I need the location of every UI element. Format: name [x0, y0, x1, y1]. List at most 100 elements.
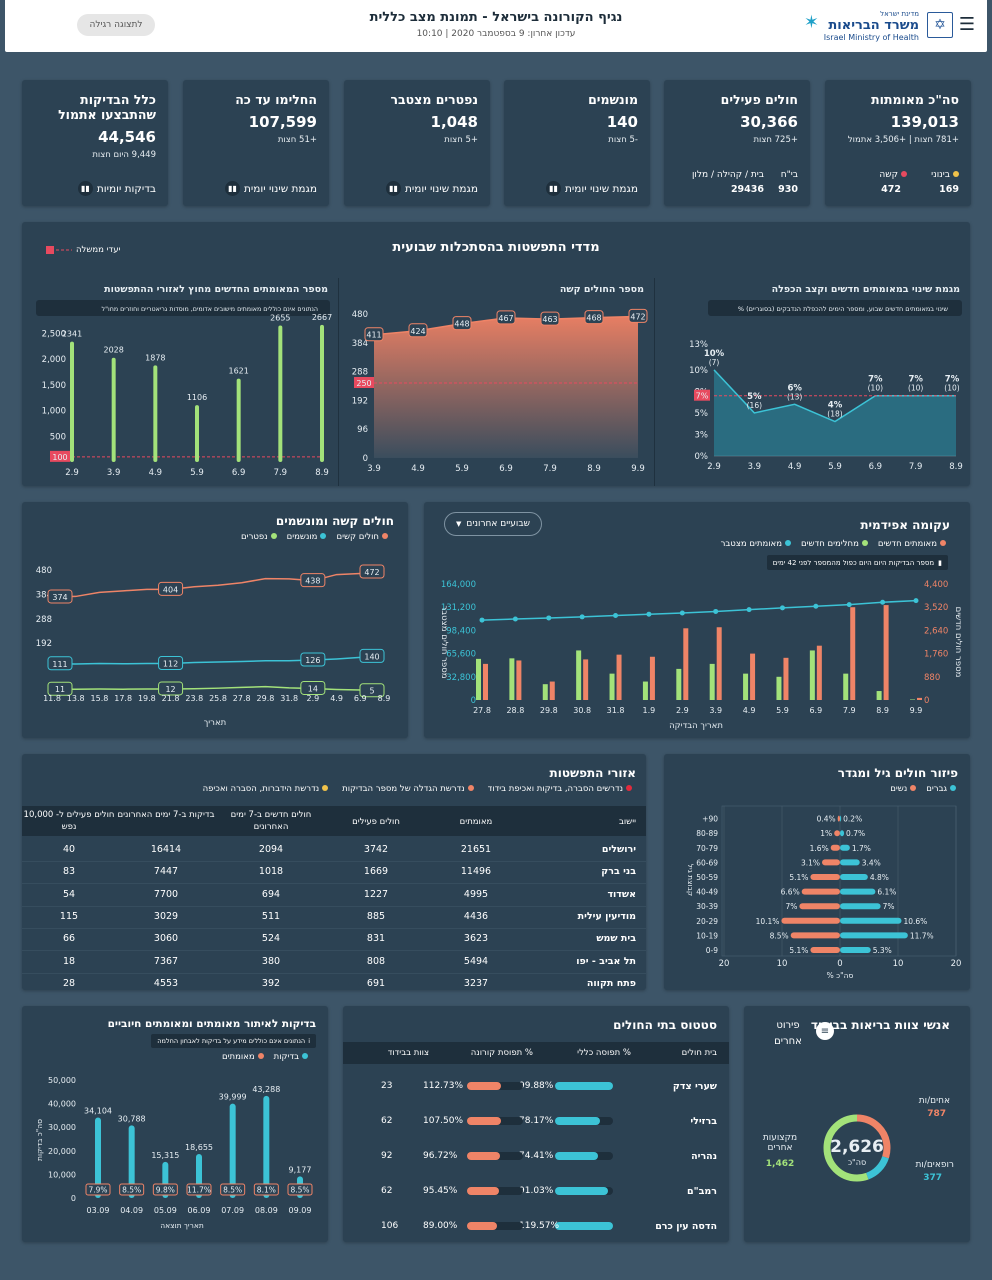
tick-label: 0 [363, 454, 368, 464]
cumulative-point [479, 617, 485, 623]
kpi-card[interactable]: החלימו עד כה 107,599 +51 חצות ▮▮ מגמת שינוי … [183, 80, 329, 206]
data-label: 112 [163, 660, 178, 669]
bar-men [840, 874, 868, 880]
column-header[interactable]: בית חולים [681, 1048, 717, 1058]
cell-value: 4995 [463, 888, 489, 900]
positive-rate-label: 8.5% [223, 1186, 242, 1195]
table-row[interactable]: תל אביב - יפו 5494 808 380 7367 18 [22, 952, 646, 974]
bar-chart-icon: ▮▮ [386, 181, 402, 196]
column-header[interactable]: חולים פעילים [352, 817, 400, 827]
cell-value: 694 [261, 888, 281, 900]
data-label: 5 [369, 687, 374, 696]
list-icon[interactable]: ≡ [816, 1022, 834, 1040]
bar [195, 405, 199, 462]
axis-label: קבוצת גיל [686, 864, 695, 897]
severe-ventilated-card: חולים קשה ומונשמים חולים קשים מונשמים נפ… [22, 502, 408, 738]
doubling-label: (10) [908, 384, 923, 393]
column-header[interactable]: % תפוסה כללי [577, 1048, 631, 1058]
weekly-legend[interactable]: יעדי ממשלה [46, 245, 120, 255]
kpi-card[interactable]: סה"כ מאומתות 139,013 +781 חצות | +3,506 את… [825, 80, 971, 206]
column-header[interactable]: יישוב [618, 817, 636, 827]
bar-recovered [743, 673, 749, 700]
column-header[interactable]: חולים חדשים ב-7 ימים האחרונים [230, 810, 312, 832]
column-header[interactable]: חולים פעילים ל- 10,000 נפש [23, 810, 115, 832]
x-tick: 03.09 [87, 1206, 110, 1215]
change-rate-chart[interactable]: מגמת שינוי במאומתים חדשים וקצב הכפלה % שי… [654, 278, 970, 486]
column-header[interactable]: בדיקות ב-7 ימים האחרונים [117, 810, 215, 820]
total-label: סה"כ [848, 1158, 866, 1167]
column-header[interactable]: מאומתים [459, 817, 493, 827]
period-dropdown[interactable]: שבועיים אחרונים ▼ [444, 512, 542, 536]
cell-value: 11496 [460, 866, 492, 878]
bar-chart-icon: ▮▮ [225, 181, 241, 196]
value-badge [158, 681, 184, 696]
hospitals-table[interactable]: בית חולים % תפוסה כללי % תפוסת קורונה צוות … [343, 1042, 729, 1242]
table-row[interactable]: שערי צדק 99.88% 112.73% 23 [343, 1072, 729, 1102]
cell-value: 524 [261, 933, 281, 945]
kpi-card[interactable]: נפטרים מצטבר 1,048 +5 חצות ▮▮ מגמת שינוי יומ… [344, 80, 490, 206]
tests-chart[interactable]: 50,000 40,000 30,000 20,000 10,000 0 סה"כ בדיק… [22, 1068, 328, 1242]
age-gender-chart[interactable]: 20 10 0 10 20 % סה"כ קבוצת גיל 0-9 5.3% 5.1% 10-19… [664, 800, 970, 990]
x-tick: 4.9 [788, 462, 802, 472]
kpi-card[interactable]: כלל הבדיקות שהתבצעו אתמול 44,546 9,449 היו… [22, 80, 168, 206]
column-header[interactable]: צוות בבידוד [387, 1048, 429, 1058]
chart-title: מגמת שינוי במאומתים חדשים וקצב הכפלה [772, 284, 961, 295]
bar-new-cases [716, 627, 722, 700]
epi-title: עקומה אפידמית [860, 518, 950, 532]
other-detail-link[interactable]: פירוט אחרים [774, 1020, 802, 1047]
doubling-label: (16) [747, 401, 762, 410]
x-tick: 2.9 [707, 462, 721, 472]
x-tick: 7.9 [843, 706, 856, 715]
table-row[interactable]: ירושלים 21651 3742 2094 16414 40 [22, 840, 646, 862]
tick-label: 10,000 [48, 1170, 76, 1179]
positive-rate-badge [253, 1183, 279, 1196]
table-row[interactable]: ברזילי 78.17% 107.50% 62 [343, 1107, 729, 1137]
daily-trend-link[interactable]: ▮▮ בדיקות יומיות [77, 181, 156, 196]
table-row[interactable]: נהריה 74.41% 96.72% 92 [343, 1142, 729, 1172]
positive-rate-label: 8.5% [122, 1186, 141, 1195]
bar-new-cases [783, 657, 789, 700]
epidemic-curve-chart[interactable]: 164,000 131,200 98,400 65,600 32,800 0 4,400 3,… [424, 572, 970, 738]
daily-trend-link[interactable]: ▮▮ מגמת שינוי יומית [386, 181, 478, 196]
table-row[interactable]: אשדוד 4995 1227 694 7700 54 [22, 885, 646, 907]
data-label: 1621 [228, 367, 248, 376]
x-tick: 3.9 [367, 464, 381, 474]
regions-table[interactable]: יישוב מאומתים חולים פעילים חולים חדשים ב-7 … [22, 806, 646, 990]
column-header[interactable]: % תפוסת קורונה [470, 1048, 533, 1058]
ministry-bird-icon: ✶ [803, 12, 819, 33]
new-cases-outside-chart[interactable]: מספר המאומתים החדשים מחוץ לאזורי ההתפשטו… [22, 278, 338, 486]
hospital-name: שערי צדק [672, 1081, 717, 1092]
bar-women [781, 917, 840, 924]
kpi-card[interactable]: מונשמים 140 -5 חצות ▮▮ מגמת שינוי יומית [504, 80, 650, 206]
cell-value: 18 [62, 955, 76, 967]
table-row[interactable]: מודיעין עילית 4436 885 511 3029 115 [22, 907, 646, 929]
table-row[interactable]: רמב"ם 91.03% 95.45% 62 [343, 1177, 729, 1207]
daily-trend-link[interactable]: ▮▮ מגמת שינוי יומית [225, 181, 317, 196]
staff-isolation-value: 106 [381, 1221, 399, 1231]
bar-chart-icon: ▮▮ [546, 181, 562, 196]
data-label: 11 [55, 685, 65, 694]
x-tick: 31.8 [280, 694, 298, 703]
x-tick: 23.8 [185, 694, 203, 703]
bar-women [810, 947, 840, 953]
table-row[interactable]: פתח תקווה 3237 691 392 4553 28 [22, 974, 646, 990]
x-tick: 8.9 [949, 462, 963, 472]
hamburger-menu-icon[interactable]: ☰ [958, 14, 975, 35]
occupancy-bar-track [555, 1222, 613, 1230]
x-tick: 4.9 [330, 694, 343, 703]
cell-value: 5494 [463, 955, 489, 967]
table-row[interactable]: בני ברק 11496 1669 1018 7447 83 [22, 862, 646, 885]
bar [236, 378, 241, 462]
severe-ventilated-chart[interactable]: 480 384 288 192 374 404 438 472 111 112 126 140 11 12… [22, 552, 408, 738]
table-row[interactable]: בית שמש 3623 831 524 3060 66 [22, 929, 646, 952]
x-tick: 20 [719, 959, 730, 969]
table-row[interactable]: הדסה עין כרם 119.57% 89.00% 106 [343, 1212, 729, 1242]
daily-trend-link[interactable]: ▮▮ מגמת שינוי יומית [546, 181, 638, 196]
bar-men [840, 888, 876, 895]
bar-chart-icon: ▮ [938, 558, 942, 567]
severe-patients-chart[interactable]: מספר החולים קשה 480 384 288 192 96 0 250 411 3.9 4… [338, 278, 654, 486]
kpi-card[interactable]: חולים פעילים 30,366 +725 חצות בי"ח 930 בית / … [664, 80, 810, 206]
doubling-label: (13) [787, 392, 802, 401]
epidemic-curve-card: עקומה אפידמית שבועיים אחרונים ▼ מאומתים ח… [424, 502, 970, 738]
regular-view-button[interactable]: לתצוגה רגילה [77, 14, 155, 36]
